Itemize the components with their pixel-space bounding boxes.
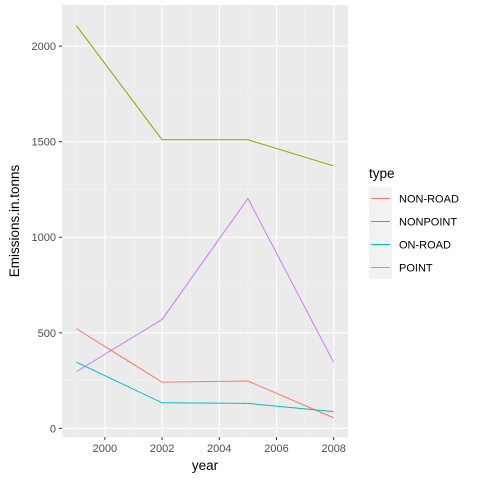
- series-line-on-road: [76, 361, 334, 413]
- legend-item-non-road: NON-ROAD: [369, 187, 459, 210]
- y-axis: 0 500 1000 1500 2000: [32, 41, 62, 435]
- grid-minor: [62, 5, 348, 437]
- grid-major: [62, 5, 348, 437]
- legend-item-on-road: ON-ROAD: [369, 233, 451, 256]
- legend-item-point: POINT: [369, 256, 433, 279]
- plot-panel: [62, 5, 348, 437]
- legend-label: NON-ROAD: [399, 194, 459, 206]
- legend-label: POINT: [399, 263, 433, 275]
- x-tick-label: 2008: [321, 443, 345, 455]
- legend-label: NONPOINT: [399, 217, 457, 229]
- y-tick-label: 2000: [32, 41, 56, 53]
- x-axis: 2000 2002 2004 2006 2008: [93, 437, 346, 455]
- series-line-point: [76, 197, 335, 373]
- series-line-non-road: [76, 328, 334, 419]
- x-tick-label: 2000: [93, 443, 117, 455]
- y-tick-label: 500: [38, 328, 56, 340]
- x-axis-title: year: [192, 458, 219, 473]
- y-tick-label: 1500: [32, 137, 56, 149]
- legend-items: NON-ROAD NONPOINT ON-ROAD POINT: [369, 187, 459, 279]
- legend-item-nonpoint: NONPOINT: [369, 210, 457, 233]
- legend-label: ON-ROAD: [399, 240, 451, 252]
- legend-title: type: [369, 166, 395, 181]
- y-axis-title: Emissions.in.tonns: [7, 164, 22, 277]
- x-tick-label: 2006: [264, 443, 288, 455]
- series-lines: [75, 25, 335, 419]
- y-tick-label: 1000: [32, 232, 56, 244]
- legend: type NON-ROAD NONPOINT ON-ROAD POINT: [369, 166, 459, 279]
- x-tick-label: 2002: [150, 443, 174, 455]
- y-tick-label: 0: [50, 423, 56, 435]
- x-tick-label: 2004: [207, 443, 231, 455]
- series-line-nonpoint: [75, 25, 334, 167]
